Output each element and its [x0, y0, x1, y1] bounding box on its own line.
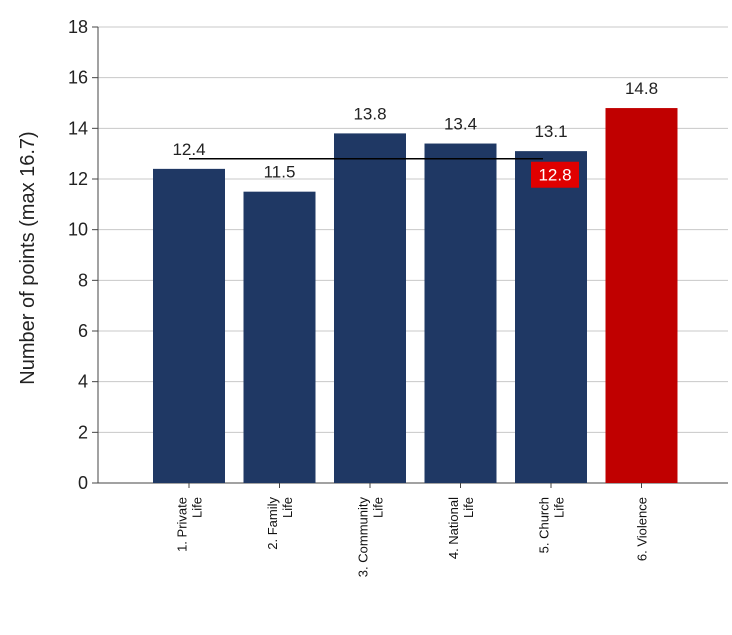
bar — [243, 191, 316, 483]
y-tick-label: 12 — [68, 169, 88, 189]
value-label: 13.8 — [353, 104, 386, 123]
y-tick-label: 0 — [78, 473, 88, 493]
bar — [515, 151, 587, 483]
y-tick-label: 18 — [68, 17, 88, 37]
average-line-group: 12.8 — [189, 157, 579, 188]
y-tick-label: 8 — [78, 270, 88, 290]
value-label: 11.5 — [264, 163, 296, 182]
category-label-line: 4. National — [446, 497, 461, 559]
y-tick-label: 2 — [78, 422, 88, 442]
category-label: 2. Family Life — [265, 497, 295, 550]
y-tick-label: 16 — [68, 68, 88, 88]
y-axis-title: Number of points (max 16.7) — [17, 131, 39, 384]
value-label: 13.1 — [534, 122, 567, 141]
category-label: 4. National Life — [446, 497, 476, 559]
category-labels: 1. Private Life 2. Family Life 3. Community L… — [175, 497, 650, 578]
bar — [605, 108, 678, 484]
bar — [153, 168, 225, 483]
y-tick-label: 6 — [78, 321, 88, 341]
category-label: 6. Violence — [635, 497, 650, 561]
bar — [424, 143, 497, 484]
category-label-line: Life — [552, 497, 567, 518]
value-label: 12.4 — [172, 140, 205, 159]
average-label-box — [531, 161, 579, 188]
bars — [153, 108, 678, 484]
category-label: 1. Private Life — [175, 497, 205, 552]
category-label-line: Life — [280, 497, 295, 518]
value-label: 13.4 — [444, 115, 477, 134]
bar — [334, 133, 406, 483]
category-label-line: 3. Community — [356, 497, 371, 578]
category-label-line: Life — [461, 497, 476, 518]
category-label: 5. Church Life — [537, 497, 567, 553]
y-tick-label: 10 — [68, 220, 88, 240]
category-label-line: 1. Private — [175, 497, 190, 552]
category-label-line: Life — [371, 497, 386, 518]
category-label-line: 5. Church — [537, 497, 552, 553]
category-label: 3. Community Life — [356, 497, 386, 578]
y-tick-label: 4 — [78, 372, 88, 392]
value-labels: 12.4 11.5 13.8 13.4 13.1 14.8 — [172, 79, 658, 182]
category-label-line: 2. Family — [265, 497, 280, 550]
value-label: 14.8 — [625, 79, 658, 98]
category-label-line: 6. Violence — [635, 497, 650, 561]
category-label-line: Life — [190, 497, 205, 518]
y-tick-label: 14 — [68, 118, 88, 138]
average-label: 12.8 — [538, 166, 571, 185]
